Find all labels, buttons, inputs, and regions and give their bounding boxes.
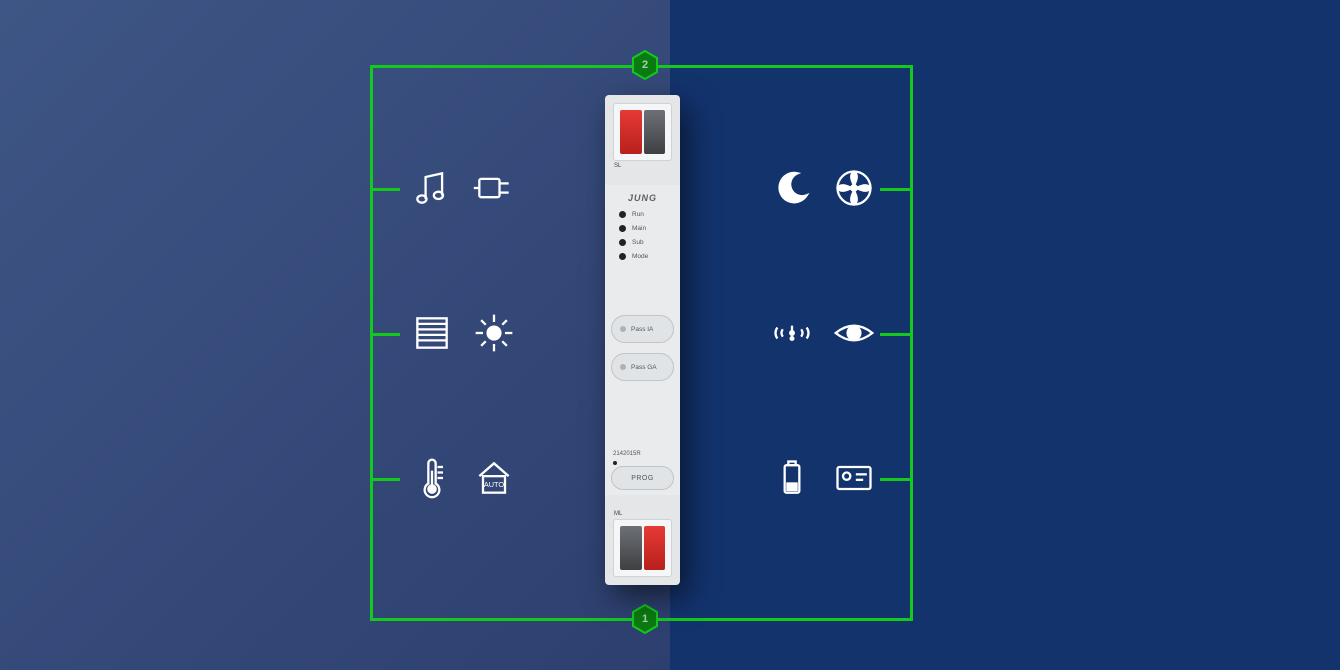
knx-device: SL JUNG Run Main Sub Mode Pass IA Pass G… (605, 95, 680, 585)
device-model: 2142015R (613, 451, 641, 457)
device-button-label-pass-ga: Pass GA (631, 364, 657, 371)
device-terminal-top (613, 103, 672, 161)
moon-icon (770, 166, 814, 210)
device-terminal-bottom (613, 519, 672, 577)
card-icon (832, 456, 876, 500)
led-sub (619, 239, 626, 246)
icon-row-right-1 (770, 311, 876, 355)
thermometer-icon (410, 456, 454, 500)
device-button-label-pass-ia: Pass IA (631, 326, 653, 333)
svg-text:AUTO: AUTO (484, 480, 505, 489)
terminal-red (620, 110, 642, 154)
led-label-mode: Mode (632, 253, 648, 260)
icon-row-right-0 (770, 166, 876, 210)
hex-marker-bottom: 1 (632, 604, 658, 634)
music-icon (410, 166, 454, 210)
device-buttons: Pass IA Pass GA (611, 315, 674, 391)
device-button-pass-ga[interactable]: Pass GA (611, 353, 674, 381)
terminal-gray (644, 110, 666, 154)
device-button-pass-ia[interactable]: Pass IA (611, 315, 674, 343)
battery-icon (770, 456, 814, 500)
plug-icon (472, 166, 516, 210)
hex-bottom-label: 1 (642, 613, 648, 625)
hex-marker-top: 2 (632, 50, 658, 80)
icon-row-left-0 (410, 166, 516, 210)
blinds-icon (410, 311, 454, 355)
icon-row-left-1 (410, 311, 516, 355)
terminal-red-bot (644, 526, 666, 570)
device-body: JUNG Run Main Sub Mode Pass IA Pass GA 2… (605, 185, 680, 495)
fan-icon (832, 166, 876, 210)
light-icon (472, 311, 516, 355)
icon-row-left-2: AUTO (410, 456, 516, 500)
device-label-ml: ML (614, 511, 622, 517)
device-label-sl: SL (614, 163, 621, 169)
led-label-sub: Sub (632, 239, 644, 246)
device-prog-label: PROG (631, 475, 654, 482)
hex-top-label: 2 (642, 59, 648, 71)
led-run (619, 211, 626, 218)
eye-icon (832, 311, 876, 355)
led-mode (619, 253, 626, 260)
led-label-main: Main (632, 225, 646, 232)
terminal-gray-bot (620, 526, 642, 570)
auto-home-icon: AUTO (472, 456, 516, 500)
led-label-run: Run (632, 211, 644, 218)
alarm-icon (770, 311, 814, 355)
device-prog-led (613, 461, 617, 465)
icon-row-right-2 (770, 456, 876, 500)
device-leds: Run Main Sub Mode (619, 211, 648, 267)
device-brand: JUNG (605, 193, 680, 203)
device-prog-button[interactable]: PROG (611, 466, 674, 490)
background-left (0, 0, 670, 670)
led-main (619, 225, 626, 232)
